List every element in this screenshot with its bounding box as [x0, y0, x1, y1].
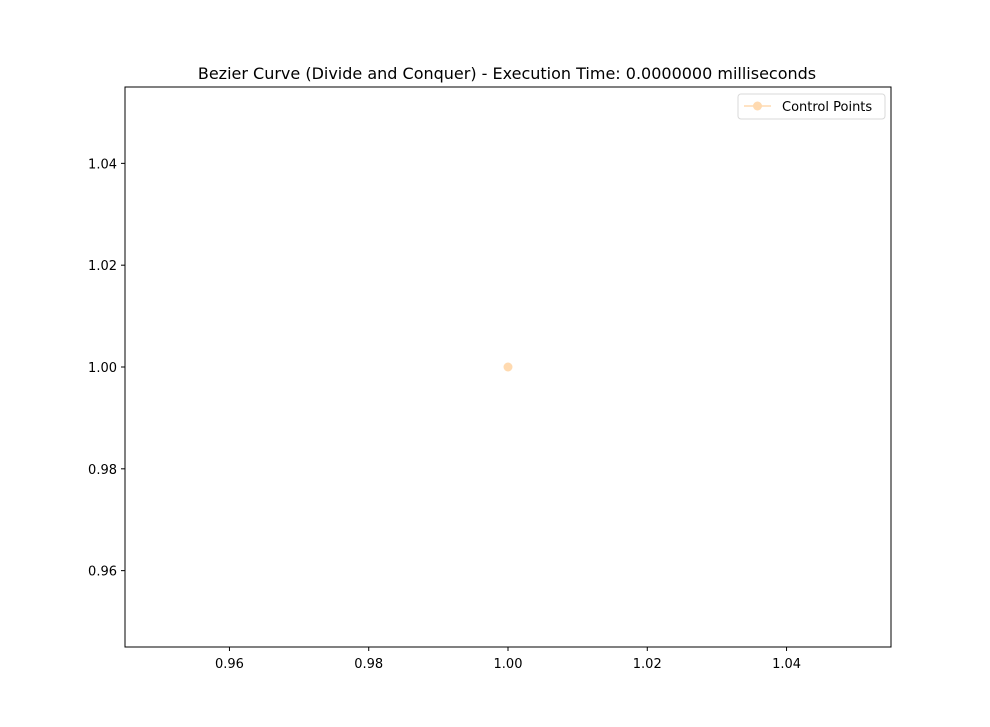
- y-tick-label: 0.98: [88, 463, 117, 478]
- x-tick-label: 0.98: [354, 657, 383, 672]
- legend-marker-control-points: [753, 101, 762, 111]
- plot-area-frame: [124, 86, 892, 648]
- y-tick-label: 1.04: [88, 157, 117, 172]
- x-tick-label: 1.04: [772, 657, 801, 672]
- y-tick-label: 1.02: [88, 259, 117, 274]
- chart-title: Bezier Curve (Divide and Conquer) - Exec…: [198, 64, 816, 83]
- y-tick-label: 0.96: [88, 565, 117, 580]
- series-layer: [503, 362, 513, 372]
- ticks-layer: 0.96 0.98 1.00 1.02 1.04 0.96 0.98 1.00 1.02 1.04: [88, 157, 801, 672]
- x-tick-label: 1.00: [494, 657, 523, 672]
- legend-box: [737, 93, 886, 120]
- x-tick-label: 0.96: [215, 657, 244, 672]
- legend: Control Points: [737, 93, 886, 120]
- legend-label-control-points: Control Points: [782, 100, 872, 115]
- x-tick-label: 1.02: [633, 657, 662, 672]
- control-point-marker: [503, 362, 513, 372]
- y-tick-label: 1.00: [88, 361, 117, 376]
